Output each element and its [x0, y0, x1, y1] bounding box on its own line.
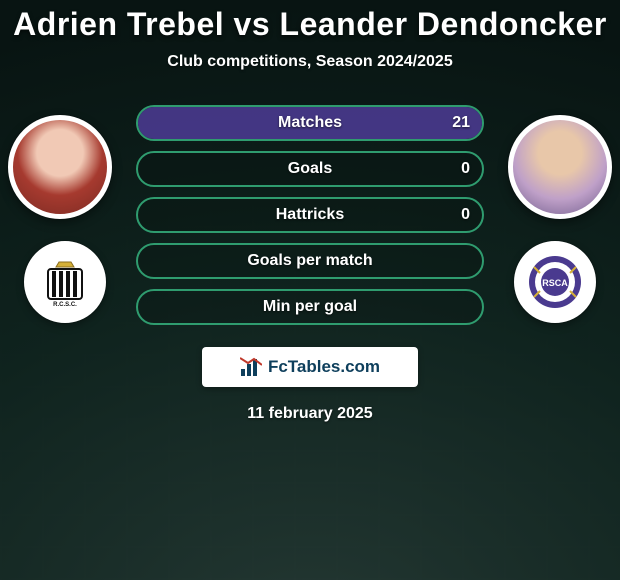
- stat-bar: Matches 21: [136, 105, 484, 141]
- stat-bar: Min per goal: [136, 289, 484, 325]
- stat-bars: Matches 21 Goals 0 Hattricks 0 Goals per match…: [136, 105, 484, 325]
- stat-bar-label: Goals per match: [247, 252, 372, 270]
- stat-bar-label: Hattricks: [276, 206, 344, 224]
- player-left-avatar: [8, 115, 112, 219]
- stat-bar: Goals 0: [136, 151, 484, 187]
- crest-left-icon: R.C.S.C.: [38, 255, 92, 309]
- stat-bar-label: Goals: [288, 160, 332, 178]
- club-left-crest: R.C.S.C.: [24, 241, 106, 323]
- crest-left-label: R.C.S.C.: [53, 302, 77, 308]
- brand-badge[interactable]: FcTables.com: [202, 347, 418, 387]
- stat-bar-label: Min per goal: [263, 298, 357, 316]
- page-title: Adrien Trebel vs Leander Dendoncker: [0, 0, 620, 43]
- stat-bar-label: Matches: [278, 114, 342, 132]
- brand-text: FcTables.com: [268, 357, 380, 377]
- stat-bar-value-right: 0: [461, 206, 470, 224]
- stat-bar-value-right: 21: [452, 114, 470, 132]
- stat-bar: Hattricks 0: [136, 197, 484, 233]
- page-subtitle: Club competitions, Season 2024/2025: [0, 53, 620, 71]
- bar-chart-icon: [240, 357, 262, 377]
- stat-bar-value-right: 0: [461, 160, 470, 178]
- player-right-avatar: [508, 115, 612, 219]
- date-stamp: 11 february 2025: [0, 405, 620, 423]
- crest-right-label: RSCA: [542, 278, 568, 288]
- crest-right-icon: RSCA: [526, 253, 584, 311]
- club-right-crest: RSCA: [514, 241, 596, 323]
- stat-bar: Goals per match: [136, 243, 484, 279]
- comparison-panel: R.C.S.C. RSCA Matches21Goals0Hattricks0G…: [0, 105, 620, 335]
- content-wrap: Adrien Trebel vs Leander Dendoncker Club…: [0, 0, 620, 580]
